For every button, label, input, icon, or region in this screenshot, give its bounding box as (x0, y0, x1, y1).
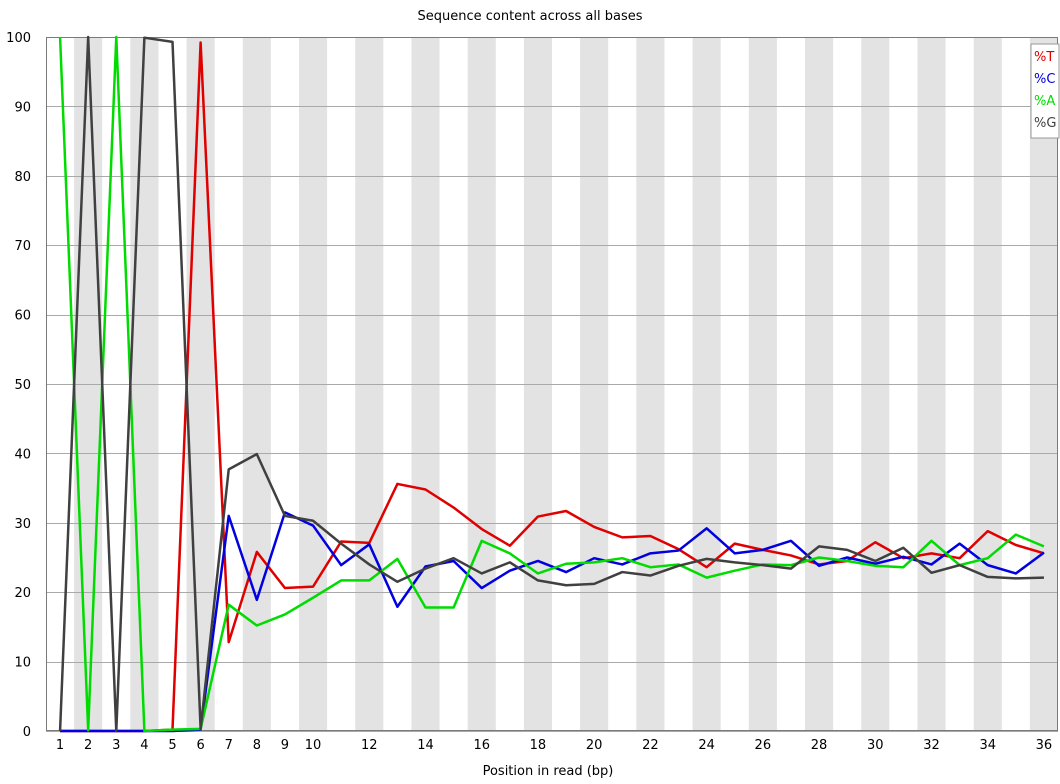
x-tick-32: 32 (923, 738, 940, 753)
x-axis-label: Position in read (bp) (483, 764, 614, 779)
x-tick-18: 18 (530, 738, 547, 753)
legend-item-t: %T (1034, 50, 1054, 65)
x-tick-22: 22 (642, 738, 659, 753)
x-tick-9: 9 (281, 738, 289, 753)
y-tick-0: 0 (23, 725, 31, 740)
y-tick-100: 100 (6, 31, 31, 46)
y-tick-20: 20 (14, 586, 31, 601)
x-tick-4: 4 (140, 738, 148, 753)
x-tick-7: 7 (225, 738, 233, 753)
x-tick-12: 12 (361, 738, 378, 753)
x-tick-26: 26 (755, 738, 772, 753)
x-tick-1: 1 (56, 738, 64, 753)
y-tick-60: 60 (14, 309, 31, 324)
x-tick-28: 28 (811, 738, 828, 753)
legend-item-c: %C (1034, 72, 1055, 87)
legend: %T %C %A %G (1031, 44, 1059, 138)
y-tick-40: 40 (14, 447, 31, 462)
x-tick-24: 24 (698, 738, 715, 753)
x-tick-3: 3 (112, 738, 120, 753)
x-tick-14: 14 (417, 738, 434, 753)
y-tick-30: 30 (14, 517, 31, 532)
x-tick-10: 10 (305, 738, 322, 753)
legend-item-a: %A (1034, 94, 1055, 109)
x-tick-2: 2 (84, 738, 92, 753)
y-tick-90: 90 (14, 100, 31, 115)
y-tick-10: 10 (14, 656, 31, 671)
legend-item-g: %G (1034, 116, 1056, 131)
y-tick-70: 70 (14, 239, 31, 254)
x-tick-20: 20 (586, 738, 603, 753)
x-tick-36: 36 (1036, 738, 1053, 753)
chart-title: Sequence content across all bases (417, 9, 642, 24)
x-tick-5: 5 (168, 738, 176, 753)
x-tick-8: 8 (253, 738, 261, 753)
y-tick-50: 50 (14, 378, 31, 393)
x-tick-6: 6 (196, 738, 204, 753)
x-tick-34: 34 (979, 738, 996, 753)
y-tick-80: 80 (14, 170, 31, 185)
x-tick-16: 16 (473, 738, 490, 753)
y-axis-ticks: 0 10 20 30 40 50 60 70 80 90 100 (6, 31, 31, 740)
x-tick-30: 30 (867, 738, 884, 753)
